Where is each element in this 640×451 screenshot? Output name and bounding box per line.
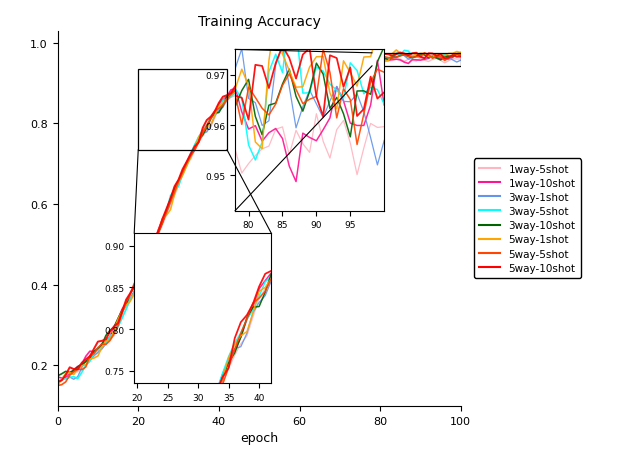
X-axis label: epoch: epoch [240, 431, 278, 444]
Bar [372, 54, 461, 67]
Bar [138, 70, 227, 150]
Legend: 1way-5shot, 1way-10shot, 3way-1shot, 3way-5shot, 3way-10shot, 5way-1shot, 5way-5: 1way-5shot, 1way-10shot, 3way-1shot, 3wa… [474, 159, 580, 278]
Title: Training Accuracy: Training Accuracy [198, 15, 321, 29]
